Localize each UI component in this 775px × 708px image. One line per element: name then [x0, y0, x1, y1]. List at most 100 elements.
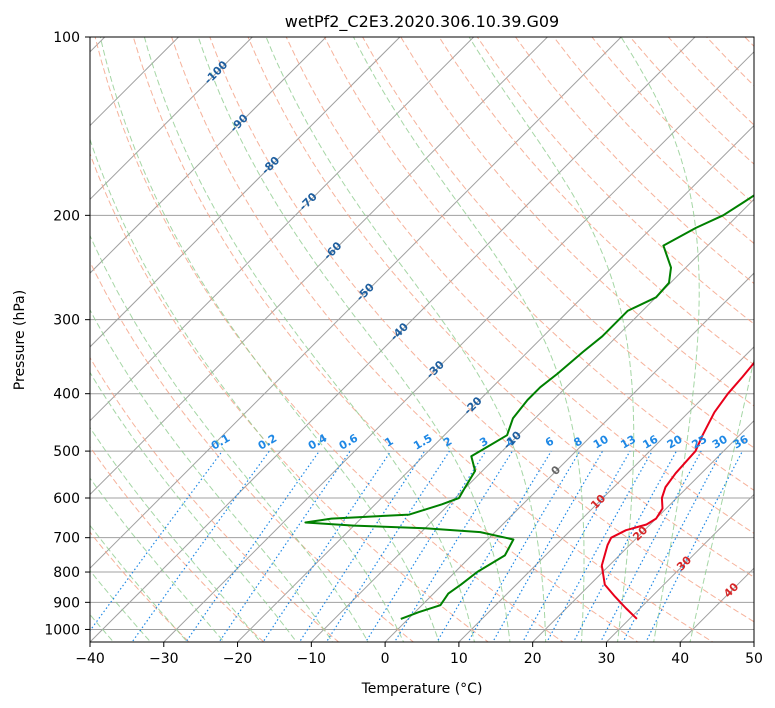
mixing-ratio-line — [218, 450, 351, 642]
moist-adiabat — [143, 37, 475, 642]
mixing-ratio-line — [599, 450, 702, 642]
isotherm-line — [90, 37, 475, 422]
moist-adiabat — [90, 137, 405, 642]
mixing-ratio-label: 3 — [477, 435, 490, 450]
moist-adiabat — [90, 524, 189, 642]
mixing-ratio-label: 13 — [618, 433, 638, 452]
y-tick-label: 800 — [53, 565, 80, 581]
dry-adiabat — [94, 37, 564, 642]
chart-title: wetPf2_C2E3.2020.306.10.39.G09 — [285, 12, 559, 32]
mixing-ratio-label: 20 — [665, 432, 685, 451]
dry-adiabat — [705, 37, 754, 87]
moist-adiabat — [197, 37, 511, 642]
y-axis-label: Pressure (hPa) — [12, 290, 28, 390]
dry-adiabat — [757, 10, 775, 654]
mixing-ratio-line — [262, 450, 392, 642]
y-tick-label: 300 — [53, 313, 80, 329]
profile-lines — [304, 194, 754, 620]
isotherm-line — [532, 419, 754, 642]
isotherm-line — [90, 37, 401, 348]
mixing-ratio-line — [325, 450, 450, 642]
dry-adiabat — [90, 356, 340, 642]
mixing-ratio-line — [131, 450, 270, 642]
mixing-ratio-line — [546, 450, 653, 642]
y-tick-label: 400 — [53, 387, 80, 403]
dry-adiabat — [132, 37, 639, 642]
moist-adiabat — [90, 477, 225, 642]
isotherm-line — [163, 51, 754, 642]
y-tick-label: 1000 — [44, 622, 80, 638]
isotherm-line — [384, 272, 754, 642]
mixing-ratio-line — [436, 450, 552, 642]
isotherm-line — [310, 198, 754, 642]
background-lines — [90, 10, 775, 654]
moist-adiabat — [468, 37, 635, 642]
isotherm-label-zero: 0 — [549, 463, 564, 478]
y-tick-label: 100 — [53, 30, 80, 46]
y-tick-label: 700 — [53, 531, 80, 547]
moist-adiabat — [689, 356, 754, 642]
dry-adiabat — [667, 37, 754, 126]
x-tick-label: 0 — [381, 651, 390, 667]
x-tick-label: 40 — [671, 651, 689, 667]
isotherm-line — [90, 37, 622, 569]
x-tick-label: −30 — [149, 651, 179, 667]
isotherm-label-warm: 10 — [588, 492, 608, 512]
mixing-ratio-label: 8 — [572, 435, 585, 450]
mixing-ratio-label: 6 — [543, 434, 556, 449]
temperature-profile — [600, 361, 754, 620]
x-tick-label: 50 — [745, 651, 763, 667]
moist-adiabat — [353, 37, 585, 642]
mixing-ratio-line — [522, 450, 631, 642]
x-tick-label: 20 — [524, 651, 542, 667]
mixing-ratio-line — [572, 450, 677, 642]
dry-adiabat — [90, 260, 415, 642]
mixing-ratio-line — [90, 450, 223, 632]
dry-adiabat — [438, 37, 754, 366]
mixing-ratio-line — [364, 450, 487, 642]
x-tick-label: −40 — [75, 651, 105, 667]
dry-adiabat — [591, 37, 754, 205]
moist-adiabat — [90, 569, 152, 642]
mixing-ratio-line — [645, 450, 744, 642]
mixing-ratio-label: 25 — [690, 433, 710, 452]
x-tick-label: −20 — [223, 651, 253, 667]
mixing-ratio-label: 1 — [383, 435, 396, 450]
dry-adiabat — [247, 37, 754, 578]
isotherm-line — [90, 37, 327, 274]
dry-adiabat — [90, 446, 265, 642]
x-tick-label: 10 — [450, 651, 468, 667]
mixing-ratio-label: 2 — [441, 435, 454, 450]
mixing-ratio-line — [393, 450, 513, 642]
isotherm-line — [679, 567, 754, 642]
dry-adiabat — [476, 37, 754, 325]
axis-ticks: −40 −30 −20 −10 0 10 20 30 40 5010020030040050060… — [44, 30, 763, 667]
dry-adiabat — [400, 37, 754, 407]
isotherm-line — [90, 37, 696, 642]
isotherm-line — [753, 641, 754, 642]
moist-adiabat — [620, 37, 700, 642]
moist-adiabat — [90, 426, 262, 642]
moist-adiabat — [99, 37, 440, 642]
isotherm-label: -30 — [424, 358, 447, 381]
isotherm-line — [458, 346, 754, 642]
isotherm-line — [606, 493, 754, 642]
y-tick-label: 900 — [53, 595, 80, 611]
isotherm-line — [90, 37, 253, 201]
y-tick-label: 200 — [53, 208, 80, 224]
dry-adiabat — [744, 37, 754, 47]
dry-adiabat — [362, 37, 754, 449]
isotherm-label: -10 — [501, 428, 524, 451]
dry-adiabat — [514, 37, 754, 285]
mixing-ratio-label: 10 — [591, 432, 611, 451]
mixing-ratio-line — [492, 450, 604, 642]
moist-adiabat — [90, 371, 298, 642]
mixing-ratio-label: 16 — [641, 432, 661, 451]
mixing-ratio-line — [298, 450, 426, 642]
isotherm-line — [237, 124, 754, 642]
plot-frame — [89, 36, 755, 643]
isotherm-label: -60 — [321, 239, 344, 262]
dry-adiabat — [90, 152, 490, 642]
dewpoint-profile — [304, 194, 754, 620]
